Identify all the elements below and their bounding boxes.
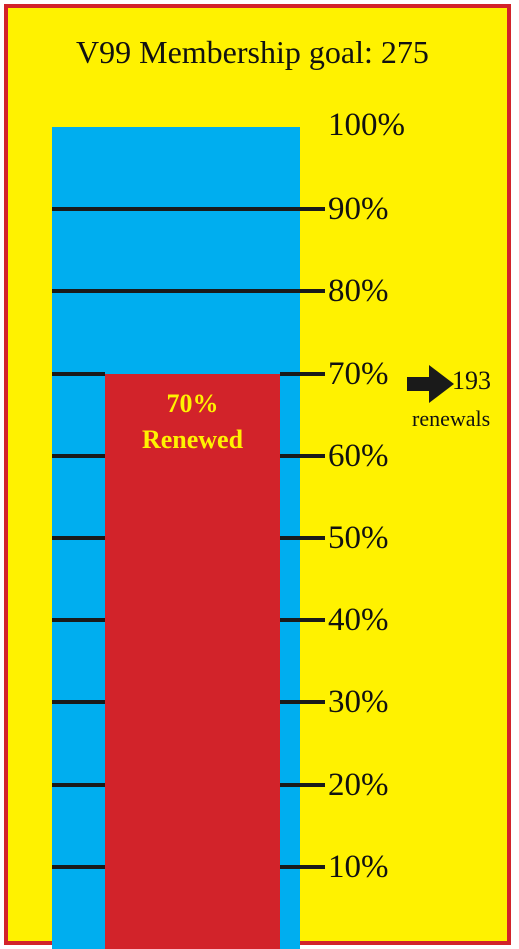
tick-mark-20-left	[52, 782, 105, 787]
tick-mark-50-right	[280, 536, 325, 540]
tick-mark-40-left	[52, 618, 105, 623]
fill-label: 70% Renewed	[105, 386, 280, 458]
renewals-unit-label: renewals	[412, 406, 491, 431]
tick-mark-60-right	[280, 453, 325, 458]
progress-fill-bar	[105, 373, 280, 949]
tick-label-90: 90%	[328, 191, 389, 228]
renewals-count: 193	[452, 366, 491, 395]
tick-label-60: 60%	[328, 437, 389, 474]
tick-mark-60-left	[52, 453, 105, 458]
tick-label-50: 50%	[328, 520, 389, 556]
tick-label-40: 40%	[328, 602, 389, 639]
tick-label-70: 70%	[328, 355, 389, 392]
fill-caption-label: Renewed	[141, 425, 244, 454]
tick-mark-30-left	[52, 700, 105, 705]
tick-label-80: 80%	[328, 273, 389, 310]
arrow-right-icon	[407, 365, 454, 403]
tick-label-30: 30%	[328, 684, 389, 721]
tick-mark-70-left	[52, 371, 105, 376]
tick-mark-50-left	[52, 536, 105, 540]
tick-label-20: 20%	[328, 766, 389, 803]
tick-mark-90	[52, 207, 325, 212]
fill-percent-label: 70%	[166, 389, 219, 418]
tick-mark-10-right	[280, 864, 325, 869]
chart-title: V99 Membership goal: 275	[76, 34, 429, 70]
tick-mark-30-right	[280, 700, 325, 705]
tick-mark-80	[52, 289, 325, 294]
tick-label-10: 10%	[328, 848, 389, 885]
tick-mark-20-right	[280, 782, 325, 787]
tick-mark-40-right	[280, 618, 325, 623]
tick-mark-10-left	[52, 864, 105, 869]
tick-mark-70-right	[280, 371, 325, 376]
tick-label-100: 100%	[328, 107, 405, 143]
